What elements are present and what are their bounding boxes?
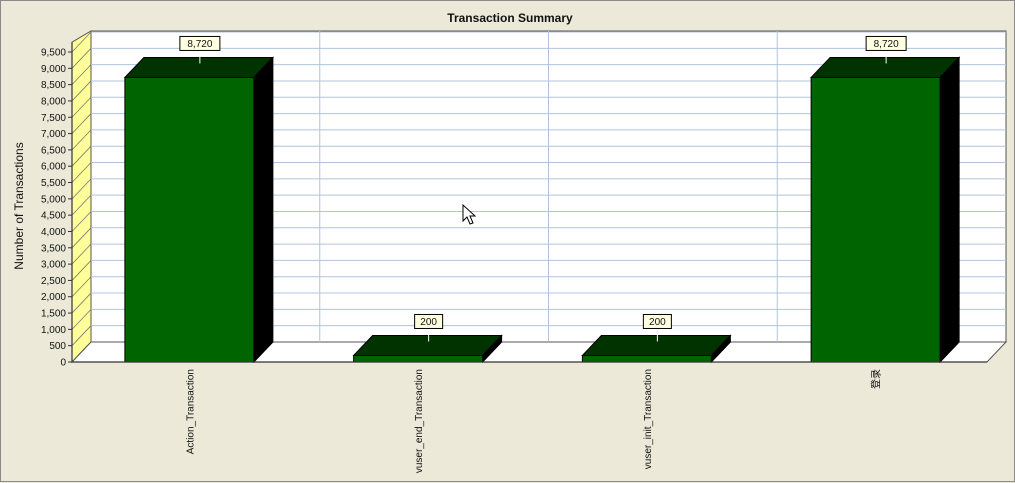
bar[interactable] bbox=[125, 57, 273, 362]
x-tick-label: vuser_init_Transaction bbox=[643, 369, 654, 469]
y-tick-label: 1,500 bbox=[41, 309, 66, 320]
bar[interactable] bbox=[811, 57, 959, 362]
data-label: 200 bbox=[420, 317, 437, 328]
y-tick-label: 4,500 bbox=[41, 211, 66, 222]
y-tick-label: 3,000 bbox=[41, 260, 66, 271]
y-tick-label: 9,000 bbox=[41, 64, 66, 75]
bar-front-face bbox=[354, 355, 483, 362]
y-tick-label: 0 bbox=[60, 358, 66, 369]
data-label: 8,720 bbox=[187, 39, 212, 50]
bar[interactable] bbox=[582, 335, 730, 362]
y-tick-label: 3,500 bbox=[41, 243, 66, 254]
y-tick-label: 2,000 bbox=[41, 292, 66, 303]
bar-top-face bbox=[811, 57, 959, 77]
x-tick-label: Action_Transaction bbox=[185, 369, 196, 454]
bar[interactable] bbox=[354, 335, 502, 362]
y-tick-label: 8,000 bbox=[41, 96, 66, 107]
bar-top-face bbox=[125, 57, 273, 77]
bar-front-face bbox=[811, 77, 940, 362]
x-tick-label: vuser_end_Transaction bbox=[414, 369, 425, 473]
y-tick-label: 2,500 bbox=[41, 276, 66, 287]
y-tick-label: 7,000 bbox=[41, 129, 66, 140]
bar-front-face bbox=[582, 355, 711, 362]
y-tick-label: 5,000 bbox=[41, 194, 66, 205]
bar-side-face bbox=[940, 57, 959, 362]
y-tick-label: 4,000 bbox=[41, 227, 66, 238]
y-tick-label: 5,500 bbox=[41, 178, 66, 189]
y-tick-label: 6,500 bbox=[41, 145, 66, 156]
bar-front-face bbox=[125, 77, 254, 362]
y-tick-label: 7,500 bbox=[41, 113, 66, 124]
y-tick-label: 9,500 bbox=[41, 48, 66, 59]
y-tick-label: 1,000 bbox=[41, 325, 66, 336]
data-label: 200 bbox=[649, 317, 666, 328]
x-tick-label: 登录 bbox=[870, 369, 883, 389]
bar-side-face bbox=[254, 57, 273, 362]
y-tick-label: 6,000 bbox=[41, 162, 66, 173]
y-tick-label: 8,500 bbox=[41, 80, 66, 91]
bar-top-face bbox=[582, 335, 730, 355]
bar-top-face bbox=[354, 335, 502, 355]
y-tick-label: 500 bbox=[49, 341, 66, 352]
y-axis-label: Number of Transactions bbox=[12, 142, 26, 269]
data-label: 8,720 bbox=[874, 39, 899, 50]
chart-title: Transaction Summary bbox=[447, 11, 573, 25]
